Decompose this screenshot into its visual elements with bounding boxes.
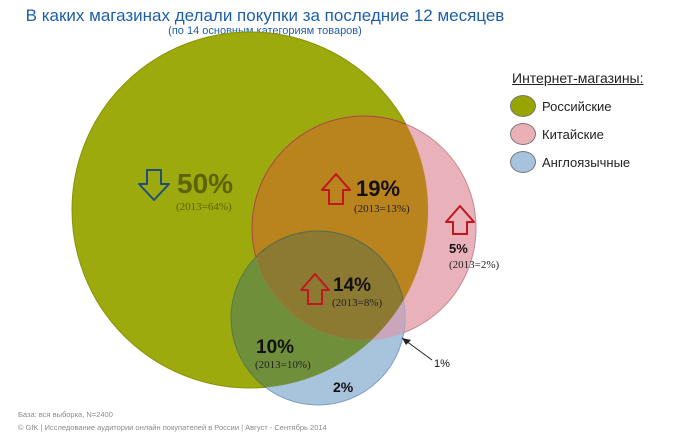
label-ru-cn-value: 19% [356,176,400,201]
legend-item-english: Англоязычные [510,150,630,174]
label-ru-en-value: 10% [256,337,294,358]
label-ru-cn-baseline: (2013=13%) [354,203,410,215]
chart-subtitle: (по 14 основным категориям товаров) [168,25,362,37]
legend-swatch-russian [510,95,536,117]
up-arrow-icon-5 [445,205,475,235]
up-arrow-icon-14 [300,273,330,305]
legend-label-russian: Российские [542,98,612,114]
label-russian-baseline: (2013=64%) [176,201,232,213]
chart-title: В каких магазинах делали покупки за посл… [25,6,505,25]
legend-swatch-chinese [510,123,536,145]
legend-label-chinese: Китайские [542,126,604,142]
legend-swatch-english [510,151,536,173]
label-all-baseline: (2013=8%) [332,297,383,309]
legend-label-english: Англоязычные [542,154,631,170]
label-ru-en-baseline: (2013=10%) [255,359,311,371]
legend-title: Интернет-магазины: [512,70,644,86]
legend-item-chinese: Китайские [510,122,604,146]
down-arrow-icon [138,169,170,201]
footer-base: База: вся выборка, N=2400 [18,410,113,419]
label-cn-en-value: 1% [434,358,450,370]
callout-arrowhead [402,338,411,345]
label-all-value: 14% [333,275,371,296]
label-chinese-value: 5% [449,241,468,256]
label-russian-value: 50% [177,168,233,199]
label-english-value: 2% [333,379,354,395]
up-arrow-icon-19 [321,173,351,205]
footer-copyright: © GfK | Исследование аудитории онлайн по… [18,423,327,432]
label-chinese-baseline: (2013=2%) [449,259,500,271]
legend-item-russian: Российские [510,94,612,118]
